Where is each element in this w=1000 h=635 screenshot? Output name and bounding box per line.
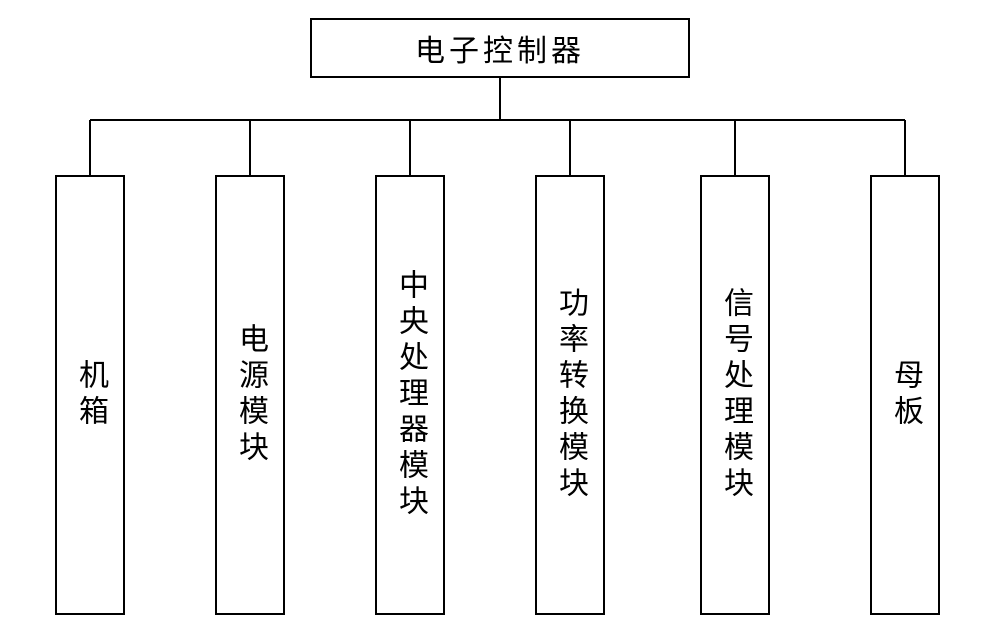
child-node-power: 电源模块 (215, 175, 285, 615)
connector-lines (0, 0, 1000, 635)
child-node-signal: 信号处理模块 (700, 175, 770, 615)
child-label: 母板 (883, 359, 927, 431)
root-node: 电子控制器 (310, 18, 690, 78)
child-label: 电源模块 (228, 323, 272, 467)
child-label: 机箱 (68, 359, 112, 431)
child-node-cpu: 中央处理器模块 (375, 175, 445, 615)
child-node-chassis: 机箱 (55, 175, 125, 615)
root-label: 电子控制器 (415, 26, 585, 70)
child-label: 功率转换模块 (548, 287, 592, 503)
child-label: 中央处理器模块 (388, 269, 432, 521)
child-label: 信号处理模块 (713, 287, 757, 503)
child-node-mother: 母板 (870, 175, 940, 615)
child-node-powerconv: 功率转换模块 (535, 175, 605, 615)
